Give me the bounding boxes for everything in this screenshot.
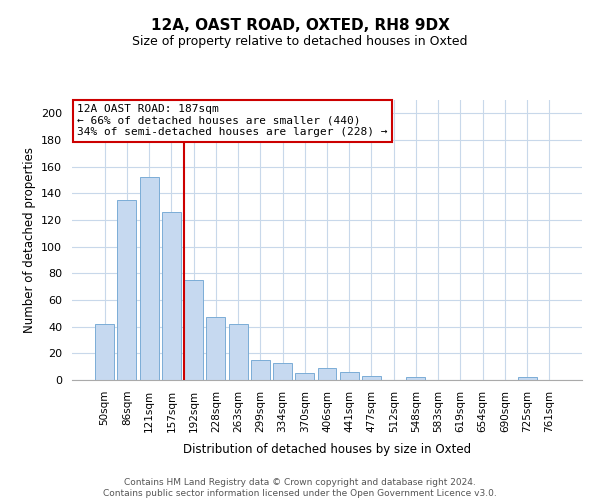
- Text: Contains HM Land Registry data © Crown copyright and database right 2024.
Contai: Contains HM Land Registry data © Crown c…: [103, 478, 497, 498]
- Bar: [184, 280, 203, 380]
- Text: Size of property relative to detached houses in Oxted: Size of property relative to detached ho…: [132, 35, 468, 48]
- Bar: [162, 212, 181, 380]
- Bar: [295, 374, 314, 380]
- Text: 12A, OAST ROAD, OXTED, RH8 9DX: 12A, OAST ROAD, OXTED, RH8 9DX: [151, 18, 449, 32]
- Bar: [140, 178, 158, 380]
- Bar: [118, 200, 136, 380]
- X-axis label: Distribution of detached houses by size in Oxted: Distribution of detached houses by size …: [183, 443, 471, 456]
- Bar: [95, 324, 114, 380]
- Bar: [406, 378, 425, 380]
- Bar: [317, 368, 337, 380]
- Bar: [251, 360, 270, 380]
- Bar: [229, 324, 248, 380]
- Bar: [518, 378, 536, 380]
- Text: 12A OAST ROAD: 187sqm
← 66% of detached houses are smaller (440)
34% of semi-det: 12A OAST ROAD: 187sqm ← 66% of detached …: [77, 104, 388, 138]
- Bar: [340, 372, 359, 380]
- Bar: [206, 318, 225, 380]
- Bar: [362, 376, 381, 380]
- Bar: [273, 362, 292, 380]
- Y-axis label: Number of detached properties: Number of detached properties: [23, 147, 35, 333]
